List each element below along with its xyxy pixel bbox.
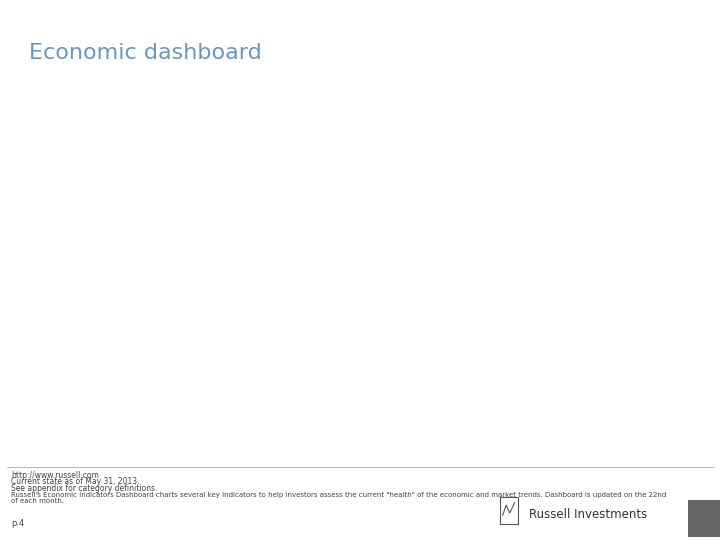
Text: http://www.russell.com: http://www.russell.com (11, 471, 99, 480)
Text: p.4: p.4 (11, 519, 24, 528)
Text: Russell's Economic Indicators Dashboard charts several key indicators to help in: Russell's Economic Indicators Dashboard … (11, 492, 666, 498)
Text: Economic dashboard: Economic dashboard (29, 43, 261, 63)
Text: of each month.: of each month. (11, 498, 64, 504)
Text: See appendix for category definitions.: See appendix for category definitions. (11, 484, 157, 493)
Text: Current state as of May 31, 2013.: Current state as of May 31, 2013. (11, 477, 139, 486)
Text: Russell Investments: Russell Investments (529, 508, 647, 521)
